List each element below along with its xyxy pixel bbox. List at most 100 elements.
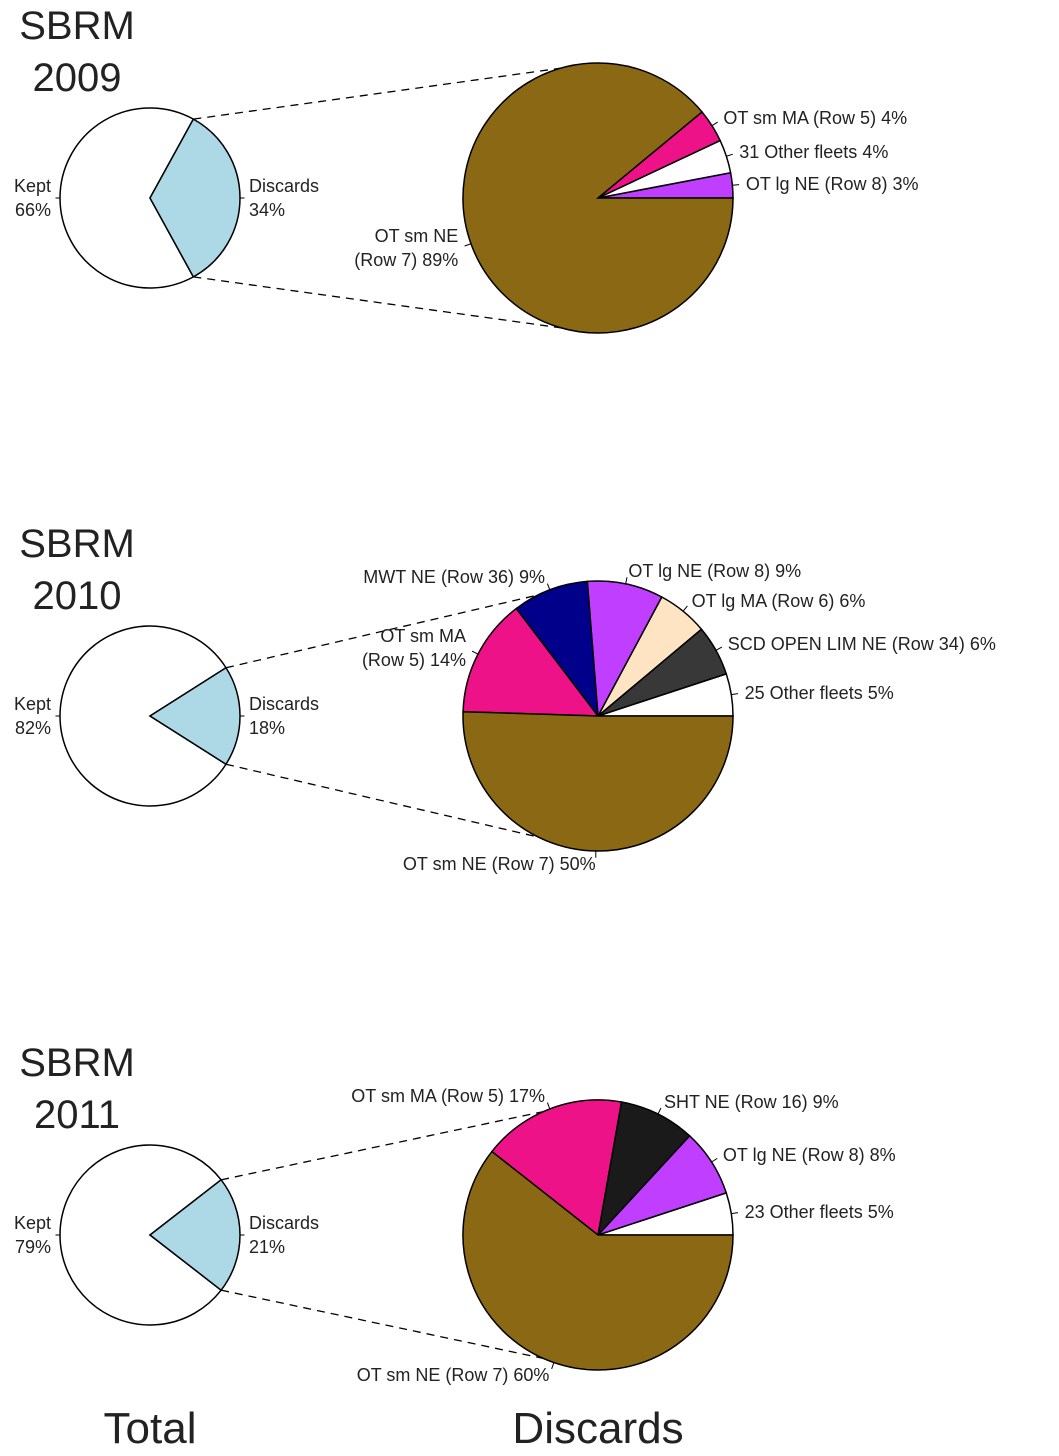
slice-category: OT sm NE (Row 7) xyxy=(354,226,459,271)
slice-category: OT lg NE (Row 8) xyxy=(722,1144,865,1165)
title-line: SBRM xyxy=(19,4,135,48)
slice-label: Kept 82% xyxy=(14,692,51,740)
slice-category: OT sm MA (Row 5) xyxy=(723,108,877,129)
slice-value: 9% xyxy=(518,567,545,588)
label-tick xyxy=(471,650,479,655)
slice-label: Kept 79% xyxy=(14,1211,51,1259)
title-line: SBRM xyxy=(19,522,135,566)
slice-label: Discards 34% xyxy=(249,174,319,222)
label-tick xyxy=(715,646,723,651)
slice-category: OT lg MA (Row 6) xyxy=(691,590,835,611)
slice-label: 25 Other fleets 5% xyxy=(745,681,894,705)
slice-value: 50% xyxy=(559,854,596,875)
slice-value: 6% xyxy=(969,633,996,654)
slice-value: 21% xyxy=(249,1237,286,1257)
slice-label: OT sm MA (Row 5) 14% xyxy=(362,624,466,672)
slice-value: 14% xyxy=(429,649,466,670)
title-line: 2011 xyxy=(33,1093,120,1137)
column-label: Discards xyxy=(512,1404,684,1453)
slice-label: SCD OPEN LIM NE (Row 34) 6% xyxy=(728,632,996,656)
label-tick xyxy=(464,243,472,247)
pie-slice xyxy=(462,710,734,852)
label-tick xyxy=(546,1102,551,1110)
pie-slice xyxy=(462,607,600,717)
label-tick xyxy=(657,1107,662,1115)
slice-category: OT sm NE (Row 7) xyxy=(402,854,555,875)
slice-category: Discards xyxy=(249,694,320,714)
label-tick xyxy=(625,577,628,584)
title-line: SBRM xyxy=(19,1041,135,1085)
pie-slice xyxy=(148,666,241,766)
slice-category: Discards xyxy=(249,176,320,196)
label-tick xyxy=(731,1212,739,1215)
slice-label: OT lg MA (Row 6) 6% xyxy=(692,589,866,613)
slice-value: 6% xyxy=(839,590,866,611)
slice-category: OT sm NE (Row 7) xyxy=(356,1365,509,1386)
slice-value: 4% xyxy=(862,142,889,163)
slice-label: OT sm NE (Row 7) 50% xyxy=(403,852,596,876)
slice-value: 60% xyxy=(513,1365,550,1386)
slice-category: Kept xyxy=(13,694,51,714)
slice-label: OT lg NE (Row 8) 3% xyxy=(746,172,919,196)
title-line: 2010 xyxy=(32,574,122,618)
label-tick xyxy=(711,121,718,127)
slice-label: 31 Other fleets 4% xyxy=(739,140,888,164)
slice-category: Kept xyxy=(13,1213,51,1233)
chart-title: SBRM 2011 xyxy=(0,1037,157,1141)
slice-value: 17% xyxy=(508,1086,545,1107)
slice-value: 18% xyxy=(249,718,286,738)
slice-label: OT sm NE (Row 7) 60% xyxy=(357,1363,550,1387)
slice-value: 5% xyxy=(867,682,894,703)
slice-value: 8% xyxy=(869,1144,896,1165)
slice-value: 5% xyxy=(867,1201,894,1222)
slice-label: Discards 21% xyxy=(249,1211,319,1259)
label-tick xyxy=(731,693,739,696)
slice-category: SHT NE (Row 16) xyxy=(663,1091,808,1112)
connector xyxy=(225,580,599,669)
label-tick xyxy=(546,583,551,591)
slice-value: 79% xyxy=(14,1237,51,1257)
slice-category: Discards xyxy=(249,1213,320,1233)
slice-label: 23 Other fleets 5% xyxy=(745,1200,894,1224)
slice-category: 31 Other fleets xyxy=(739,142,858,163)
slice-category: 25 Other fleets xyxy=(744,682,863,703)
chart-title: SBRM 2010 xyxy=(0,518,157,622)
slice-category: MWT NE (Row 36) xyxy=(363,567,514,588)
slice-category: OT lg NE (Row 8) xyxy=(628,560,771,581)
pie-slice xyxy=(59,1144,223,1326)
slice-value: 66% xyxy=(14,200,51,220)
label-tick xyxy=(682,605,688,612)
slice-value: 9% xyxy=(775,560,802,581)
slice-value: 82% xyxy=(14,718,51,738)
slice-category: SCD OPEN LIM NE (Row 34) xyxy=(727,633,965,654)
slice-label: Discards 18% xyxy=(249,692,319,740)
slice-value: 3% xyxy=(892,174,919,195)
slice-label: MWT NE (Row 36) 9% xyxy=(363,565,545,589)
pie-slice xyxy=(148,1178,241,1292)
title-line: 2009 xyxy=(32,56,122,100)
slice-category: Kept xyxy=(13,176,51,196)
slice-label: OT lg NE (Row 8) 9% xyxy=(628,559,801,583)
pie-slice xyxy=(59,107,195,289)
label-tick xyxy=(732,184,740,186)
column-label: Total xyxy=(103,1404,197,1453)
slice-label: OT lg NE (Row 8) 8% xyxy=(723,1143,896,1167)
label-tick xyxy=(551,1362,555,1370)
slice-value: 34% xyxy=(249,200,286,220)
slice-label: Kept 66% xyxy=(14,174,51,222)
slice-category: OT sm MA (Row 5) xyxy=(361,625,466,670)
pie-slice xyxy=(462,62,734,334)
slice-label: OT sm MA (Row 5) 17% xyxy=(351,1084,545,1108)
slice-value: 89% xyxy=(422,250,459,271)
slice-category: OT sm MA (Row 5) xyxy=(351,1086,504,1107)
chart-title: SBRM 2009 xyxy=(0,0,157,104)
slice-value: 9% xyxy=(812,1091,839,1112)
slice-label: OT sm MA (Row 5) 4% xyxy=(723,106,907,130)
connector xyxy=(193,276,599,334)
slice-label: SHT NE (Row 16) 9% xyxy=(664,1090,839,1114)
label-tick xyxy=(711,1157,718,1163)
slice-category: OT lg NE (Row 8) xyxy=(745,174,888,195)
slice-category: 23 Other fleets xyxy=(744,1201,863,1222)
